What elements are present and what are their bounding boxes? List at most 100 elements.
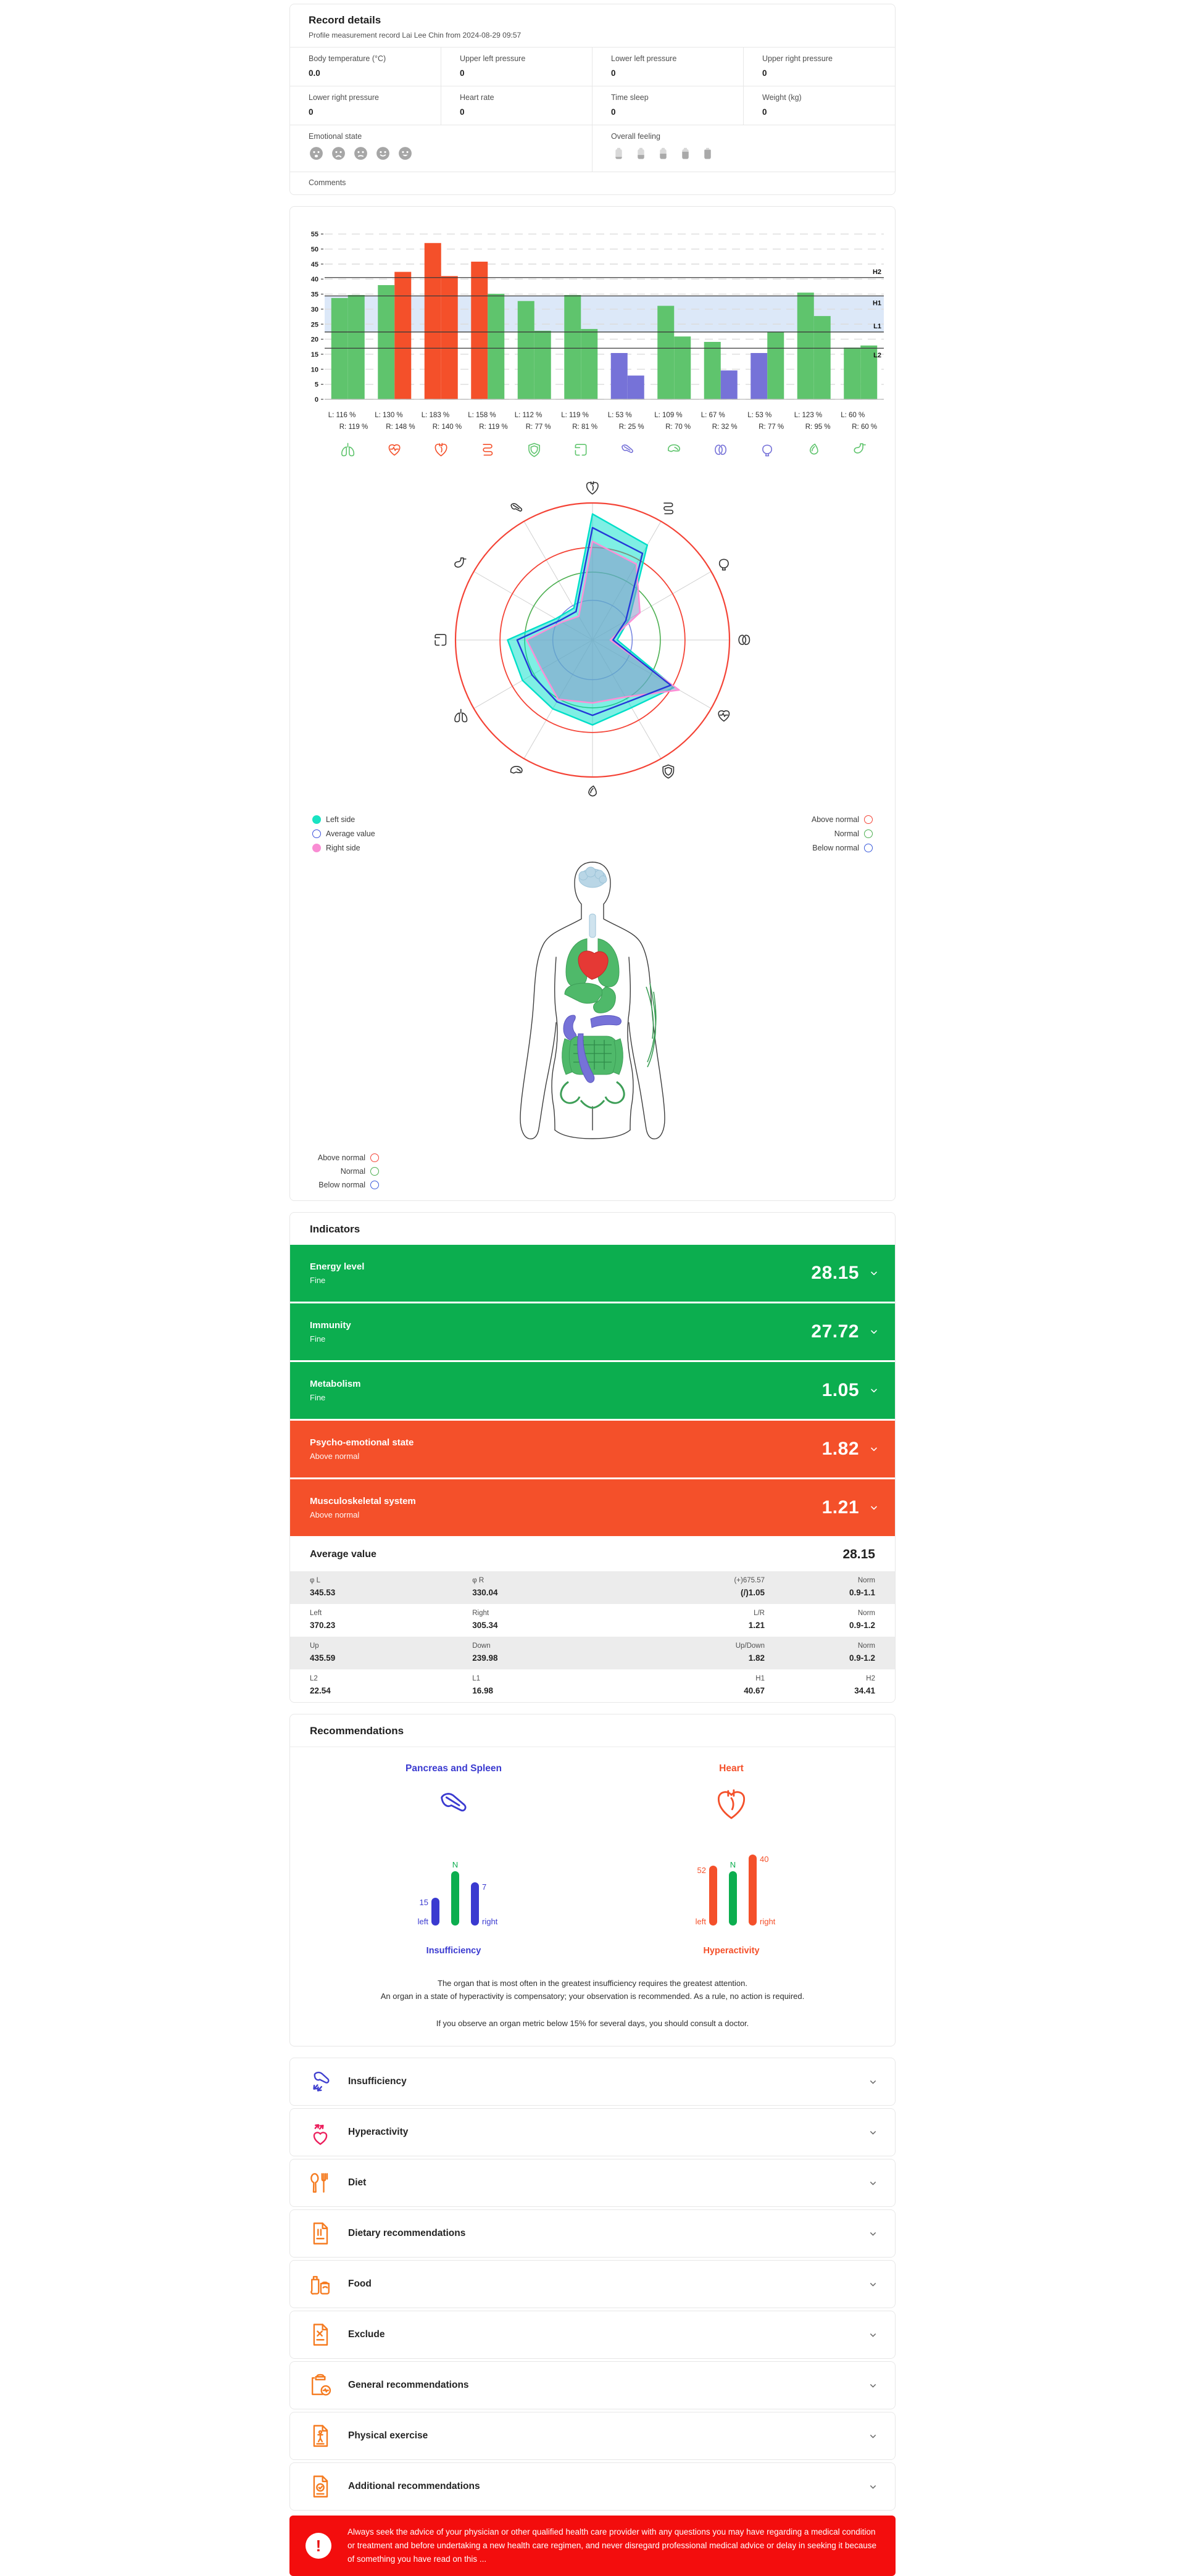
recommendation-panels: Pancreas and Spleen 15 N 7 left right Insuff… — [290, 1747, 895, 1956]
chevron-down-icon — [870, 2384, 876, 2388]
indicator-musculoskeletal-system[interactable]: Musculoskeletal system Above normal 1.21 — [290, 1479, 895, 1536]
cell-label: Norm — [857, 1642, 875, 1650]
accordion-label: Insufficiency — [348, 2076, 407, 2087]
battery-level-3-icon[interactable] — [655, 146, 671, 164]
svg-text:H1: H1 — [873, 299, 881, 307]
smile-face[interactable] — [375, 146, 391, 164]
svg-text:left: left — [696, 1917, 707, 1926]
charts-card: 0 5 10 15 20 25 30 35 40 45 50 55 L: 116 % R: 119 % L:… — [289, 206, 896, 1201]
cell-label: Left — [310, 1610, 322, 1617]
indicator-value-wrap: 1.05 — [822, 1380, 879, 1401]
cell-label: (+)675.57 — [734, 1577, 765, 1584]
legend-item: Below normal — [314, 1181, 895, 1189]
field-value: 0 — [611, 69, 616, 78]
legend-item: Normal — [314, 1167, 895, 1176]
field-label: Upper left pressure — [460, 54, 526, 63]
field-label: Lower left pressure — [611, 54, 677, 63]
indicator-immunity[interactable]: Immunity Fine 27.72 — [290, 1303, 895, 1360]
svg-text:R: 119 %: R: 119 % — [479, 423, 507, 431]
chevron-down-icon — [870, 2080, 876, 2084]
svg-text:L: 130 %: L: 130 % — [375, 412, 402, 419]
indicator-value: 1.05 — [821, 1380, 859, 1400]
field-upper-left-pressure: Upper left pressure 0 — [441, 48, 592, 86]
sad-face[interactable] — [331, 146, 346, 164]
accordion-hyperactivity[interactable]: Hyperactivity — [289, 2108, 896, 2157]
legend-ring-icon — [864, 829, 873, 838]
svg-text:20: 20 — [311, 336, 318, 344]
accordion-exclude[interactable]: Exclude — [289, 2311, 896, 2359]
indicator-metabolism[interactable]: Metabolism Fine 1.05 — [290, 1362, 895, 1419]
cell-value: 34.41 — [854, 1686, 875, 1695]
svg-text:15: 15 — [311, 351, 318, 359]
feelings-row: Emotional state Overall feeling — [290, 125, 895, 172]
battery-level-4-icon[interactable] — [678, 146, 693, 164]
table-cell: Norm 0.9-1.2 — [765, 1610, 875, 1630]
accordion-food[interactable]: Food — [289, 2260, 896, 2309]
neutral-face[interactable] — [353, 146, 368, 164]
table-cell: L/R 1.21 — [634, 1610, 765, 1630]
legend-label: Normal — [834, 829, 859, 838]
note-doctor: If you observe an organ metric below 15%… — [436, 2018, 749, 2028]
field-upper-right-pressure: Upper right pressure 0 — [744, 48, 895, 86]
field-value: 0 — [460, 69, 465, 78]
cell-value: 0.9-1.2 — [849, 1621, 875, 1630]
svg-text:R: 140 %: R: 140 % — [433, 423, 462, 431]
legend-item: Above normal — [812, 815, 873, 824]
cell-value: 1.82 — [748, 1653, 765, 1663]
accordion-physical-exercise[interactable]: Physical exercise — [289, 2412, 896, 2461]
indicator-psycho-emotional-state[interactable]: Psycho-emotional state Above normal 1.82 — [290, 1421, 895, 1477]
disclaimer-text: Always seek the advice of your physician… — [347, 2527, 877, 2564]
cell-label: L2 — [310, 1675, 318, 1682]
table-cell: Norm 0.9-1.1 — [765, 1577, 875, 1597]
accordion-insufficiency[interactable]: Insufficiency — [289, 2058, 896, 2106]
metrics-table: φ L 345.53 φ R 330.04 (+)675.57 (/)1.05 Nor… — [290, 1571, 895, 1702]
emotional-state-picker[interactable] — [309, 146, 573, 164]
indicator-info: Energy level Fine — [310, 1261, 364, 1285]
svg-text:L: 158 %: L: 158 % — [468, 412, 496, 419]
battery-level-5-icon[interactable] — [700, 146, 715, 164]
table-row: Left 370.23 Right 305.34 L/R 1.21 Norm 0.9-… — [290, 1604, 895, 1637]
battery-level-2-icon[interactable] — [633, 146, 649, 164]
indicator-status: Fine — [310, 1393, 326, 1402]
accordion-diet[interactable]: Diet — [289, 2159, 896, 2208]
table-cell: Down 239.98 — [472, 1642, 634, 1663]
indicator-energy-level[interactable]: Energy level Fine 28.15 — [290, 1245, 895, 1302]
cell-value: 40.67 — [744, 1686, 765, 1695]
indicator-value: 28.15 — [811, 1263, 859, 1283]
accordion-general-recommendations[interactable]: General recommendations — [289, 2361, 896, 2410]
table-cell: Up/Down 1.82 — [634, 1642, 765, 1663]
cell-value: 345.53 — [310, 1588, 336, 1597]
accordion-dietary-recommendations[interactable]: Dietary recommendations — [289, 2209, 896, 2258]
accordion-icon-wrap — [306, 2119, 335, 2146]
indicator-status: Fine — [310, 1276, 326, 1285]
overall-feeling-picker[interactable] — [611, 146, 876, 164]
svg-text:L: 60 %: L: 60 % — [841, 412, 865, 419]
record-subtitle: Profile measurement record Lai Lee Chin … — [309, 31, 522, 39]
cell-label: Down — [472, 1642, 491, 1650]
indicator-info: Psycho-emotional state Above normal — [310, 1437, 414, 1461]
comments-field[interactable]: Comments — [290, 172, 895, 194]
legend-item: Average value — [312, 829, 375, 838]
battery-level-1-icon[interactable] — [611, 146, 626, 164]
general-icon — [311, 2374, 331, 2396]
svg-text:52: 52 — [697, 1866, 706, 1875]
overall-feeling-label: Overall feeling — [611, 132, 660, 141]
field-label: Weight (kg) — [762, 93, 802, 102]
indicator-value: 1.21 — [821, 1497, 859, 1518]
svg-text:25: 25 — [311, 321, 318, 328]
measurement-fields-grid: Body temperature (°C) 0.0 Upper left pres… — [290, 48, 895, 125]
accordion-additional-recommendations[interactable]: Additional recommendations — [289, 2462, 896, 2511]
medical-disclaimer-banner: ! Always seek the advice of your physici… — [289, 2516, 896, 2576]
accordion-icon-wrap — [306, 2068, 335, 2095]
diet-icon — [310, 2173, 328, 2193]
recommendations-title: Recommendations — [310, 1725, 404, 1737]
sad-open-face[interactable] — [309, 146, 324, 164]
legend-label: Average value — [326, 829, 375, 838]
indicator-value-wrap: 1.21 — [822, 1497, 879, 1518]
hyperactivity-icon — [313, 2124, 328, 2145]
svg-text:R: 77 %: R: 77 % — [526, 423, 551, 431]
svg-text:45: 45 — [311, 261, 318, 268]
record-details-card: Record details Profile measurement recor… — [289, 4, 896, 195]
svg-text:R: 81 %: R: 81 % — [572, 423, 597, 431]
grin-face[interactable] — [397, 146, 413, 164]
